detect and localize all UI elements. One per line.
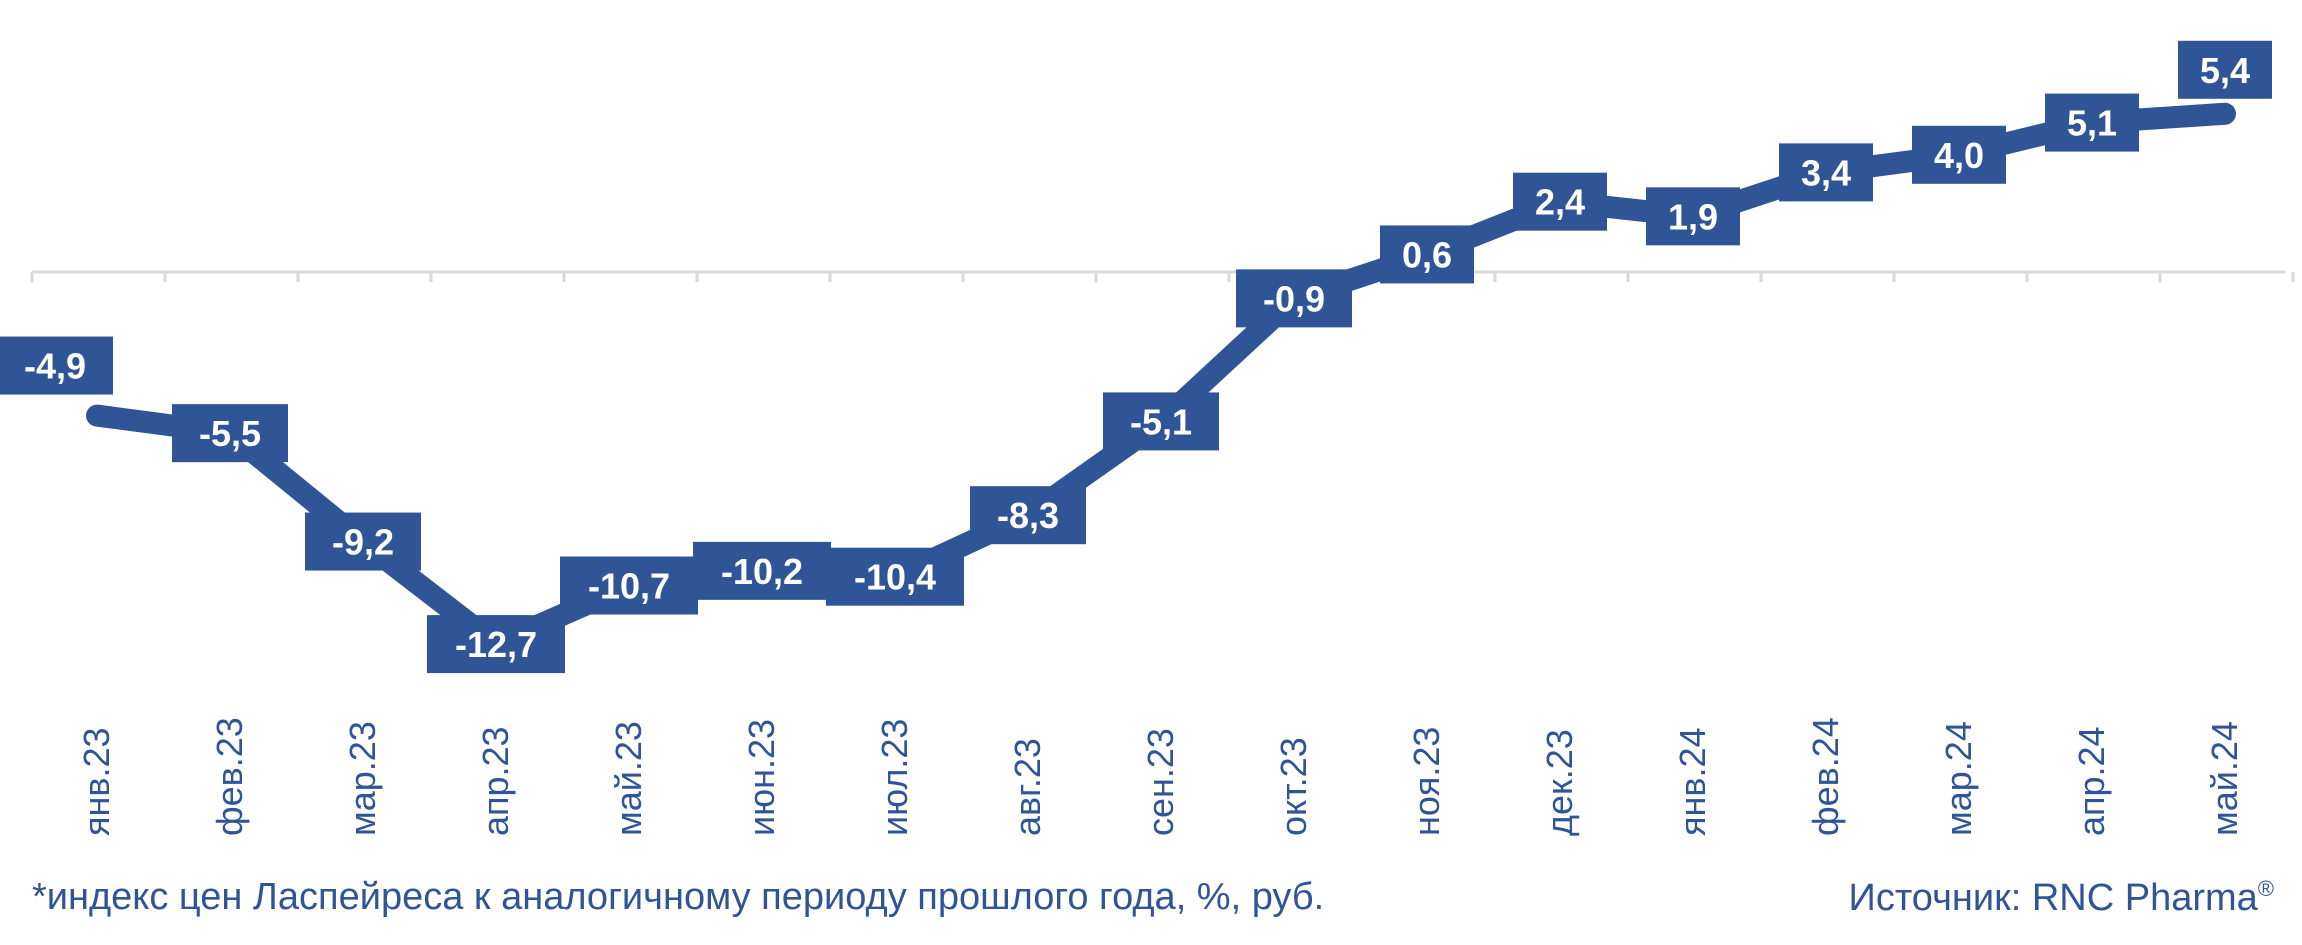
data-label-box [1779, 143, 1873, 202]
data-label: -4,9 [0, 336, 113, 395]
data-label-box [2045, 93, 2139, 152]
data-label-box [172, 404, 288, 463]
category-label: июл.23 [874, 719, 915, 836]
data-label-text: -8,3 [997, 495, 1059, 536]
data-labels: -4,9 -5,5 -9,2 -12,7 -10,7 -10,2 -10,4 -8,3 -5,1… [0, 40, 2272, 674]
source-text: Источник: RNC Pharma [1848, 877, 2258, 919]
category-label: янв.24 [1672, 727, 1713, 836]
category-label: май.24 [2204, 721, 2245, 836]
data-label: -10,7 [560, 556, 698, 615]
category-label: апр.23 [475, 726, 516, 836]
source-credit: Источник: RNC Pharma® [1849, 876, 2275, 920]
data-label-text: -10,7 [588, 566, 670, 607]
data-label: -9,2 [305, 512, 421, 571]
data-label-box [560, 556, 698, 615]
data-label: 5,1 [2045, 93, 2139, 152]
data-label: 4,0 [1912, 125, 2006, 184]
data-label-box [305, 512, 421, 571]
category-label: мар.24 [1938, 721, 1979, 836]
data-label-text: 5,1 [2067, 103, 2117, 144]
data-label: -12,7 [427, 615, 565, 674]
category-label: дек.23 [1539, 729, 1580, 836]
category-label: апр.24 [2071, 726, 2112, 836]
data-label: -10,2 [693, 541, 831, 600]
category-labels: янв.23 фев.23 мар.23 апр.23 май.23 июн.23 июл.… [76, 717, 2245, 836]
data-label-text: 0,6 [1402, 234, 1452, 275]
data-label-text: -9,2 [332, 522, 394, 563]
category-label: ноя.23 [1406, 727, 1447, 836]
data-label-box [0, 336, 113, 395]
category-label: окт.23 [1273, 737, 1314, 836]
data-label: -8,3 [970, 486, 1086, 545]
data-label-box [970, 486, 1086, 545]
category-label: фев.23 [209, 717, 250, 836]
data-label-text: 5,4 [2200, 50, 2250, 91]
data-label-box [1103, 392, 1219, 451]
category-label: фев.24 [1805, 717, 1846, 836]
data-label-box [826, 547, 964, 606]
category-label: сен.23 [1140, 728, 1181, 836]
data-label: -5,5 [172, 404, 288, 463]
data-label-box [2178, 40, 2272, 99]
data-label-box [1380, 225, 1474, 284]
data-label: -5,1 [1103, 392, 1219, 451]
registered-mark: ® [2257, 876, 2274, 901]
data-label-text: -5,1 [1130, 401, 1192, 442]
data-label-box [693, 541, 831, 600]
data-label-box [427, 615, 565, 674]
data-label-text: 2,4 [1535, 182, 1585, 223]
data-label-text: 3,4 [1801, 152, 1851, 193]
data-label: 5,4 [2178, 40, 2272, 99]
footnote: *индекс цен Ласпейреса к аналогичному пе… [32, 876, 1325, 918]
data-label: -10,4 [826, 547, 964, 606]
category-label: июн.23 [741, 719, 782, 836]
data-label-text: -4,9 [24, 346, 86, 387]
data-label-text: 4,0 [1934, 135, 1984, 176]
category-label: май.23 [608, 721, 649, 836]
data-label: 3,4 [1779, 143, 1873, 202]
data-label-text: -5,5 [199, 413, 261, 454]
data-label: 2,4 [1513, 172, 1607, 231]
category-label: авг.23 [1007, 738, 1048, 836]
data-label-box [1646, 187, 1740, 246]
data-label-box [1236, 269, 1352, 328]
data-label-text: -0,9 [1263, 278, 1325, 319]
data-label-text: 1,9 [1668, 196, 1718, 237]
category-label: мар.23 [342, 721, 383, 836]
data-label: -0,9 [1236, 269, 1352, 328]
data-label-text: -10,4 [854, 557, 936, 598]
data-label: 0,6 [1380, 225, 1474, 284]
data-label-text: -10,2 [721, 551, 803, 592]
data-label-box [1513, 172, 1607, 231]
data-label-text: -12,7 [455, 624, 537, 665]
category-label: янв.23 [76, 727, 117, 836]
data-label-box [1912, 125, 2006, 184]
data-label: 1,9 [1646, 187, 1740, 246]
